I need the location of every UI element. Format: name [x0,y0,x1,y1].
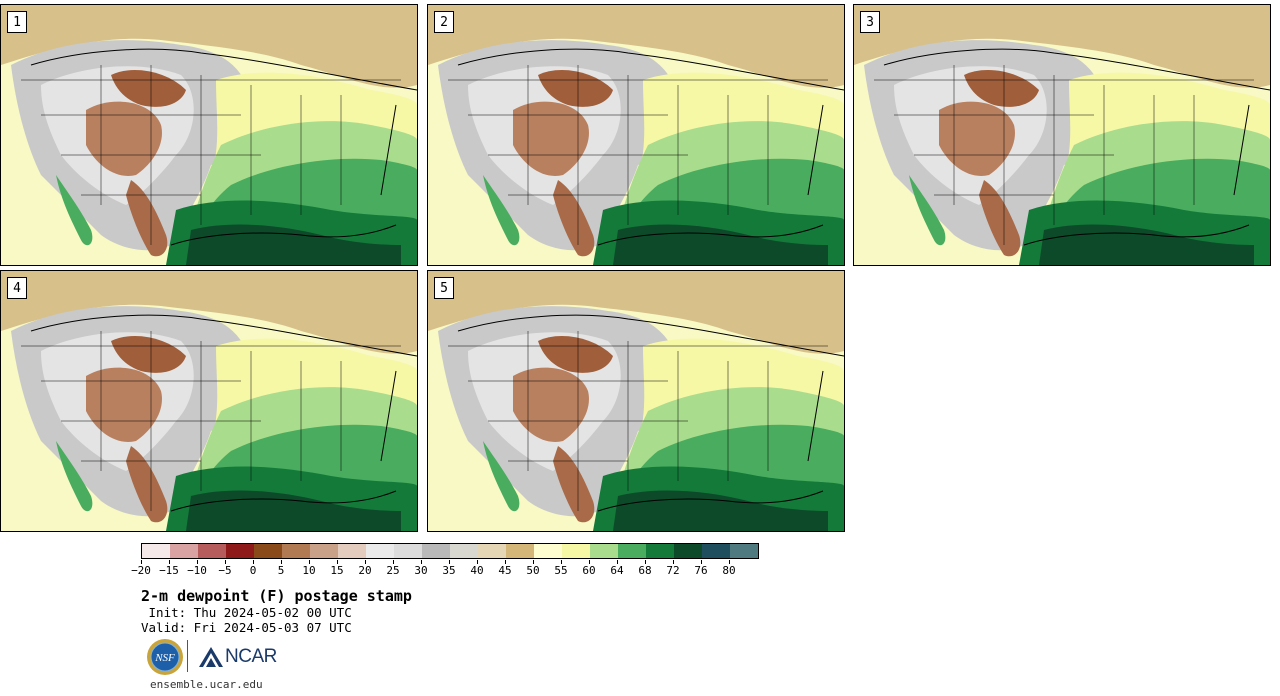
colorbar-tick [533,560,534,564]
dewpoint-map [1,5,417,265]
colorbar-tick [561,560,562,564]
colorbar-tick-label: 0 [249,564,257,577]
colorbar-tick-label: 76 [694,564,708,577]
colorbar-swatch [702,544,730,558]
colorbar-tick [337,560,338,564]
colorbar-tick-label: 64 [610,564,624,577]
colorbar-swatch [226,544,254,558]
colorbar-swatch [366,544,394,558]
colorbar-tick-label: 25 [386,564,400,577]
panel-number: 5 [434,277,454,299]
panel-number: 4 [7,277,27,299]
colorbar-swatch [590,544,618,558]
colorbar-swatch [562,544,590,558]
colorbar-tick [141,560,142,564]
colorbar-swatch [310,544,338,558]
map-panel-1: 1 [0,4,418,266]
colorbar-tick [393,560,394,564]
colorbar-tick [309,560,310,564]
colorbar-tick [645,560,646,564]
colorbar-tick-label: −10 [187,564,207,577]
colorbar-tick-label: 10 [302,564,316,577]
colorbar-swatch [394,544,422,558]
colorbar-tick [421,560,422,564]
colorbar-swatch [282,544,310,558]
colorbar-tick-label: 15 [330,564,344,577]
map-panel-2: 2 [427,4,845,266]
ncar-logo-icon [199,647,223,667]
valid-time: Valid: Fri 2024-05-03 07 UTC [141,620,352,635]
panel-number: 2 [434,11,454,33]
colorbar-swatch [730,544,758,558]
nsf-logo-icon: NSF [147,639,183,675]
colorbar-swatch [646,544,674,558]
logo-divider [187,640,188,672]
colorbar-swatch [254,544,282,558]
colorbar-swatch [338,544,366,558]
init-time: Init: Thu 2024-05-02 00 UTC [141,605,352,620]
colorbar-tick-label: 20 [358,564,372,577]
colorbar-tick-label: −20 [131,564,151,577]
map-panel-3: 3 [853,4,1271,266]
colorbar-tick [729,560,730,564]
colorbar-tick-label: −15 [159,564,179,577]
colorbar-tick [197,560,198,564]
colorbar-tick [365,560,366,564]
colorbar-swatch [170,544,198,558]
nsf-logo-text: NSF [154,652,175,664]
colorbar-tick [225,560,226,564]
colorbar-tick [169,560,170,564]
colorbar-swatch [674,544,702,558]
colorbar-swatch [478,544,506,558]
colorbar-tick [673,560,674,564]
colorbar-tick-label: 40 [470,564,484,577]
colorbar-tick-label: 60 [582,564,596,577]
colorbar-tick [505,560,506,564]
colorbar [141,543,759,559]
ncar-logo-text: NCAR [225,646,277,667]
colorbar-tick-label: 45 [498,564,512,577]
colorbar-swatch [422,544,450,558]
website-url: ensemble.ucar.edu [150,678,263,691]
colorbar-tick-label: −5 [218,564,232,577]
colorbar-tick-label: 80 [722,564,736,577]
colorbar-tick [477,560,478,564]
colorbar-tick-label: 72 [666,564,680,577]
colorbar-tick [253,560,254,564]
colorbar-tick-label: 50 [526,564,540,577]
colorbar-tick-label: 55 [554,564,568,577]
colorbar-ticks: −20 −15 −10 −5 0 5 10 15 20 25 30 35 40 45 50 55 60 64 68 7… [131,560,761,580]
logos: NSF NCAR [145,638,277,676]
colorbar-tick [449,560,450,564]
colorbar-tick [701,560,702,564]
colorbar-tick-label: 35 [442,564,456,577]
dewpoint-map [1,271,417,531]
colorbar-tick-label: 68 [638,564,652,577]
map-panel-4: 4 [0,270,418,532]
colorbar-swatch [142,544,170,558]
colorbar-swatch [198,544,226,558]
colorbar-swatch [618,544,646,558]
colorbar-tick [617,560,618,564]
colorbar-tick-label: 5 [277,564,285,577]
colorbar-swatch [534,544,562,558]
colorbar-tick [281,560,282,564]
panel-number: 3 [860,11,880,33]
map-panel-5: 5 [427,270,845,532]
plot-title: 2-m dewpoint (F) postage stamp [141,587,412,605]
colorbar-tick [589,560,590,564]
colorbar-tick-label: 30 [414,564,428,577]
dewpoint-map [854,5,1270,265]
colorbar-swatch [506,544,534,558]
dewpoint-map [428,5,844,265]
panel-number: 1 [7,11,27,33]
dewpoint-map [428,271,844,531]
colorbar-swatch [450,544,478,558]
